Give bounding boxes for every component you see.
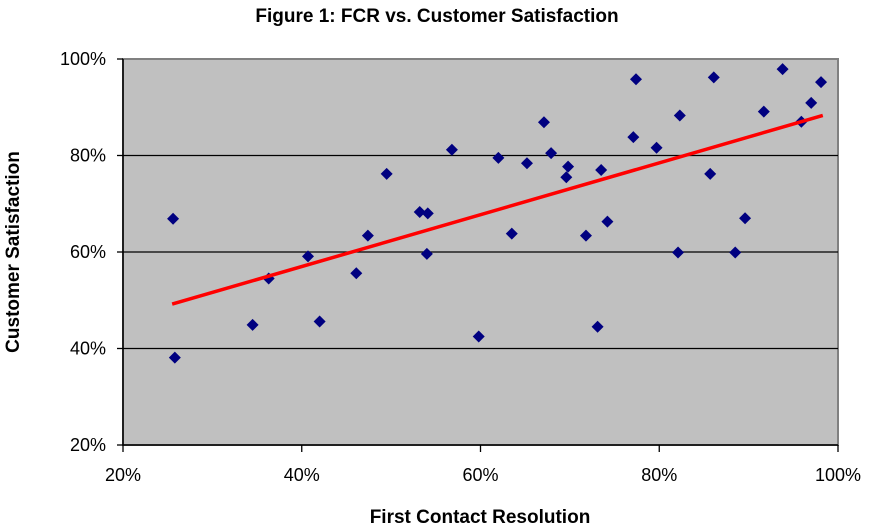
- x-tick-label: 40%: [284, 465, 320, 485]
- data-point: [472, 330, 485, 343]
- data-point: [413, 205, 426, 218]
- data-point: [601, 215, 614, 228]
- data-point: [815, 76, 828, 89]
- data-point: [168, 351, 181, 364]
- y-tick-label: 20%: [70, 435, 106, 455]
- data-point: [350, 267, 363, 280]
- data-point: [630, 73, 643, 86]
- data-point: [302, 250, 315, 263]
- data-point: [421, 207, 434, 220]
- data-point: [650, 141, 663, 154]
- chart-title: Figure 1: FCR vs. Customer Satisfaction: [255, 6, 618, 27]
- data-point: [445, 143, 458, 156]
- data-point: [627, 131, 640, 144]
- y-tick-label: 100%: [60, 49, 106, 69]
- x-tick-label: 100%: [815, 465, 861, 485]
- data-point: [246, 318, 259, 331]
- y-tick-label: 40%: [70, 339, 106, 359]
- data-point: [704, 167, 717, 180]
- data-point: [757, 105, 770, 118]
- data-point: [537, 116, 550, 129]
- data-point: [361, 229, 374, 242]
- y-tick-label: 60%: [70, 242, 106, 262]
- x-tick-label: 80%: [641, 465, 677, 485]
- data-point: [492, 151, 505, 164]
- data-point: [776, 63, 789, 76]
- data-point: [313, 315, 326, 328]
- trendline: [171, 113, 824, 306]
- data-point: [560, 171, 573, 184]
- data-point: [380, 167, 393, 180]
- data-point: [805, 96, 818, 109]
- data-point: [420, 247, 433, 260]
- data-point: [707, 71, 720, 84]
- data-point: [579, 229, 592, 242]
- data-point: [562, 160, 575, 173]
- data-point: [672, 246, 685, 259]
- data-point: [520, 157, 533, 170]
- data-point: [729, 246, 742, 259]
- data-point: [739, 212, 752, 225]
- data-point: [591, 320, 604, 333]
- x-axis-label: First Contact Resolution: [370, 507, 591, 528]
- x-tick-label: 60%: [462, 465, 498, 485]
- data-point: [167, 212, 180, 225]
- data-point: [545, 147, 558, 160]
- x-tick-label: 20%: [105, 465, 141, 485]
- data-point: [673, 109, 686, 122]
- data-point: [595, 163, 608, 176]
- y-tick-label: 80%: [70, 146, 106, 166]
- data-point: [505, 227, 518, 240]
- y-axis-label: Customer Satisfaction: [3, 151, 24, 353]
